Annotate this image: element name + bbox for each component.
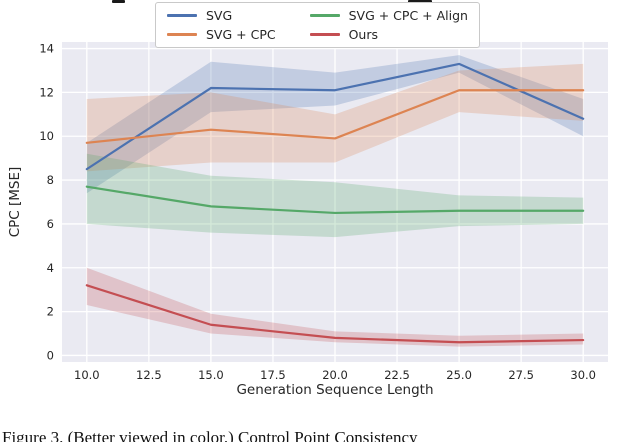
clipped-text-artifact bbox=[112, 0, 125, 3]
chart-legend: SVG SVG + CPC SVG + CPC + Align Ours bbox=[155, 2, 480, 48]
svg-text:17.5: 17.5 bbox=[260, 368, 286, 382]
legend-line-swatch-green bbox=[309, 14, 340, 17]
svg-text:25.0: 25.0 bbox=[446, 368, 472, 382]
svg-text:20.0: 20.0 bbox=[322, 368, 348, 382]
plot-area: 10.0 12.5 15.0 17.5 20.0 22.5 25.0 27.5 30.0 0 2 4 6… bbox=[39, 42, 608, 382]
legend-label-svg-cpc: SVG + CPC bbox=[206, 27, 276, 42]
svg-text:2: 2 bbox=[47, 305, 54, 319]
svg-text:6: 6 bbox=[47, 217, 54, 231]
svg-text:10: 10 bbox=[39, 129, 54, 143]
legend-entry-svg-cpc: SVG + CPC bbox=[167, 27, 276, 42]
svg-text:30.0: 30.0 bbox=[570, 368, 596, 382]
svg-text:12: 12 bbox=[39, 85, 54, 99]
svg-text:12.5: 12.5 bbox=[136, 368, 162, 382]
y-axis-label: CPC [MSE] bbox=[7, 166, 23, 238]
svg-text:0: 0 bbox=[47, 348, 54, 362]
legend-line-swatch-red bbox=[309, 33, 340, 36]
svg-text:4: 4 bbox=[47, 261, 54, 275]
svg-text:27.5: 27.5 bbox=[508, 368, 534, 382]
legend-label-svg: SVG bbox=[206, 8, 233, 23]
legend-entry-ours: Ours bbox=[309, 27, 468, 42]
clipped-text-artifact bbox=[408, 0, 432, 3]
legend-label-ours: Ours bbox=[348, 27, 379, 42]
x-axis-label: Generation Sequence Length bbox=[236, 382, 434, 398]
svg-text:22.5: 22.5 bbox=[384, 368, 410, 382]
svg-text:14: 14 bbox=[39, 42, 54, 56]
legend-line-swatch-blue bbox=[167, 14, 197, 17]
legend-entry-svg-cpc-align: SVG + CPC + Align bbox=[309, 8, 468, 23]
svg-text:10.0: 10.0 bbox=[74, 368, 100, 382]
svg-text:15.0: 15.0 bbox=[198, 368, 224, 382]
legend-entry-svg: SVG bbox=[167, 8, 276, 23]
figure-caption: Figure 3. (Better viewed in color.) Cont… bbox=[2, 428, 418, 442]
legend-label-svg-cpc-align: SVG + CPC + Align bbox=[348, 8, 468, 23]
svg-text:8: 8 bbox=[47, 173, 54, 187]
legend-line-swatch-orange bbox=[167, 33, 197, 36]
